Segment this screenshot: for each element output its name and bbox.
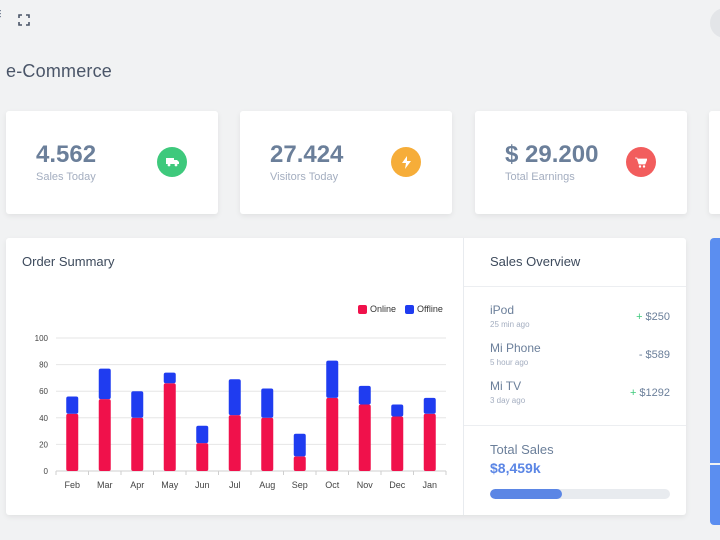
bar-offline-jul bbox=[228, 379, 241, 416]
stat-label: Visitors Today bbox=[270, 171, 339, 183]
stat-value: $ 29.200 bbox=[505, 141, 599, 168]
divider bbox=[464, 286, 686, 287]
bar-offline-apr bbox=[131, 391, 144, 418]
item-name: iPod bbox=[490, 303, 515, 317]
page-title: e-Commerce bbox=[6, 61, 113, 81]
x-tick-label: Nov bbox=[357, 480, 374, 490]
item-amount: + $1292 bbox=[630, 387, 670, 399]
y-tick-label: 100 bbox=[35, 334, 49, 343]
total-sales-value: $8,459k bbox=[490, 460, 541, 476]
menu-icon[interactable] bbox=[0, 10, 4, 18]
x-tick-label: Sep bbox=[292, 480, 308, 490]
truck-icon bbox=[157, 147, 187, 177]
bolt-icon bbox=[391, 147, 421, 177]
list-item[interactable]: Mi Phone 5 hour ago - $589 bbox=[490, 341, 670, 373]
bar-online-aug bbox=[261, 417, 274, 471]
x-tick-label: Feb bbox=[64, 480, 80, 490]
stat-label: Total Earnings bbox=[505, 171, 575, 183]
order-summary-chart: 0 20 40 60 80 100 Feb Mar Apr May Jun Jul Aug Sep Oct N… bbox=[35, 334, 447, 490]
bar-online-apr bbox=[131, 417, 144, 471]
bar-offline-mar bbox=[98, 368, 111, 400]
chart-legend: Online Offline bbox=[358, 304, 452, 314]
bar-online-may bbox=[163, 383, 176, 471]
legend-item-online[interactable]: Online bbox=[358, 304, 396, 314]
cart-icon bbox=[626, 147, 656, 177]
side-panel-partial bbox=[710, 238, 720, 525]
divider bbox=[710, 463, 720, 465]
bar-online-nov bbox=[358, 404, 371, 471]
stat-card-earnings: $ 29.200 Total Earnings bbox=[475, 111, 687, 214]
item-name: Mi TV bbox=[490, 379, 522, 393]
bar-offline-dec bbox=[391, 404, 404, 417]
legend-label: Offline bbox=[417, 304, 443, 314]
sales-overview-title: Sales Overview bbox=[490, 254, 581, 269]
sales-progress-fill bbox=[490, 489, 562, 499]
x-tick-label: Jan bbox=[422, 480, 437, 490]
item-amount-value: $250 bbox=[645, 311, 670, 323]
legend-swatch bbox=[358, 304, 367, 314]
y-tick-label: 80 bbox=[39, 361, 48, 370]
legend-label: Online bbox=[370, 304, 397, 314]
order-summary-card: Order Summary Online Offline 0 20 40 60 80 10… bbox=[6, 238, 686, 515]
item-time: 25 min ago bbox=[490, 320, 530, 329]
bar-online-jan bbox=[423, 413, 436, 471]
legend-swatch bbox=[405, 304, 415, 314]
divider bbox=[464, 425, 686, 426]
item-amount-value: $589 bbox=[645, 349, 670, 361]
x-tick-label: Jun bbox=[195, 480, 210, 490]
bar-online-oct bbox=[326, 397, 339, 471]
bar-online-jul bbox=[228, 415, 241, 471]
stat-card-partial bbox=[709, 111, 720, 214]
bar-offline-nov bbox=[358, 385, 371, 405]
top-bar bbox=[0, 0, 720, 44]
stat-value: 4.562 bbox=[36, 141, 97, 168]
legend-item-offline[interactable]: Offline bbox=[405, 304, 443, 314]
bar-offline-feb bbox=[66, 396, 79, 414]
bar-online-mar bbox=[98, 399, 111, 471]
bar-offline-aug bbox=[261, 388, 274, 418]
bar-online-sep bbox=[293, 456, 306, 471]
bar-online-dec bbox=[391, 416, 404, 471]
x-tick-label: Aug bbox=[259, 480, 275, 490]
bar-offline-sep bbox=[293, 433, 306, 457]
x-tick-label: Dec bbox=[389, 480, 406, 490]
bar-online-feb bbox=[66, 413, 79, 471]
x-tick-label: May bbox=[161, 480, 179, 490]
stat-label: Sales Today bbox=[36, 171, 96, 183]
x-tick-label: Apr bbox=[130, 480, 144, 490]
list-item[interactable]: iPod 25 min ago + $250 bbox=[490, 303, 670, 335]
stat-card-sales: 4.562 Sales Today bbox=[6, 111, 218, 214]
y-tick-label: 0 bbox=[44, 467, 49, 476]
list-item[interactable]: Mi TV 3 day ago + $1292 bbox=[490, 379, 670, 411]
y-tick-label: 40 bbox=[39, 414, 48, 423]
item-sign: + bbox=[629, 387, 637, 399]
item-sign: + bbox=[636, 311, 643, 323]
bar-online-jun bbox=[196, 443, 209, 471]
bar-offline-may bbox=[163, 372, 176, 384]
order-summary-title: Order Summary bbox=[22, 254, 115, 269]
bar-offline-jan bbox=[423, 397, 436, 414]
stat-value: 27.424 bbox=[270, 141, 344, 168]
item-name: Mi Phone bbox=[490, 341, 541, 355]
y-tick-label: 20 bbox=[39, 440, 48, 449]
item-amount: - $589 bbox=[639, 349, 670, 361]
stat-card-visitors: 27.424 Visitors Today bbox=[240, 111, 452, 214]
card-divider bbox=[463, 238, 464, 515]
avatar[interactable] bbox=[710, 8, 720, 38]
x-tick-label: Oct bbox=[325, 480, 340, 490]
total-sales-label: Total Sales bbox=[490, 442, 554, 457]
item-amount-value: $1292 bbox=[639, 387, 670, 399]
bar-offline-oct bbox=[326, 360, 339, 398]
x-tick-label: Jul bbox=[229, 480, 241, 490]
item-amount: + $250 bbox=[636, 311, 670, 323]
fullscreen-icon[interactable] bbox=[18, 14, 30, 26]
bar-offline-jun bbox=[196, 425, 209, 444]
item-sign: - bbox=[638, 349, 643, 361]
sales-progress-bar bbox=[490, 489, 670, 499]
y-tick-label: 60 bbox=[39, 387, 48, 396]
x-tick-label: Mar bbox=[97, 480, 113, 490]
item-time: 3 day ago bbox=[490, 396, 526, 405]
item-time: 5 hour ago bbox=[490, 358, 529, 367]
